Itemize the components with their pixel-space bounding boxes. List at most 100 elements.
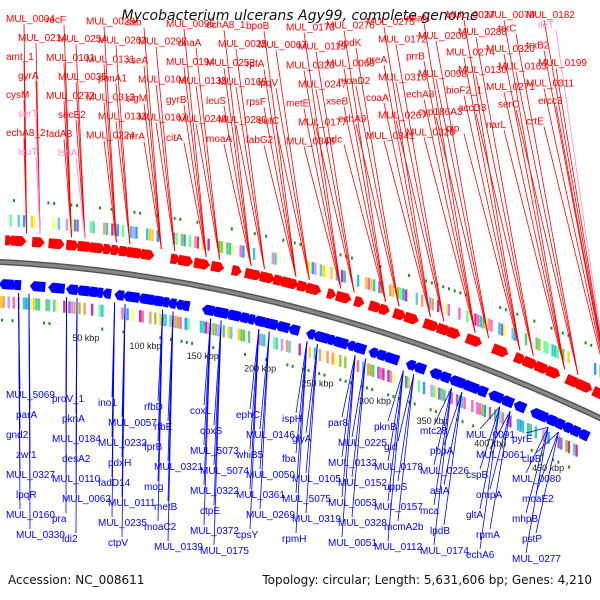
cog-feature — [440, 388, 443, 401]
gene-label: pknA — [62, 414, 85, 425]
scale-tick-label: 300 kbp — [359, 396, 391, 406]
label-connector — [155, 46, 176, 252]
forward-gene — [102, 243, 113, 255]
gene-label: echA8_2 — [6, 128, 46, 139]
cog-feature — [565, 439, 568, 452]
gene-label: ponA1 — [98, 73, 127, 84]
reverse-gene — [368, 347, 379, 359]
cog-feature — [455, 394, 459, 407]
reverse-gene — [374, 349, 387, 362]
cog-feature — [543, 340, 546, 353]
cog-feature — [105, 222, 109, 235]
gene-label: echA8_1 — [206, 20, 246, 31]
gene-label: MUL_0004 — [6, 14, 55, 25]
cog-feature — [388, 284, 392, 297]
reverse-gene — [488, 390, 505, 404]
label-connector — [183, 104, 207, 257]
cog-feature — [207, 322, 210, 335]
gene-label: MUL_0275 — [366, 17, 415, 28]
gene-label: MUL_0178 — [374, 462, 423, 473]
cog-feature — [227, 326, 230, 339]
cog-feature — [156, 229, 160, 242]
gene-label: MUL_0175 — [200, 546, 249, 557]
forward-gene — [10, 235, 27, 247]
cog-feature — [511, 327, 514, 340]
cog-feature — [572, 443, 576, 456]
orf-dot — [286, 363, 289, 367]
cog-feature — [217, 324, 220, 337]
cog-feature — [538, 338, 541, 351]
gene-label: pyrE — [512, 434, 533, 445]
cog-feature — [478, 403, 482, 416]
gene-label: MUL_0372 — [190, 526, 239, 537]
cog-feature — [209, 322, 213, 335]
gene-label: gnd2 — [6, 430, 29, 441]
forward-gene — [48, 238, 65, 250]
cog-feature — [370, 278, 373, 291]
gene-label: MUL_0130 — [458, 65, 507, 76]
cog-feature — [466, 310, 469, 323]
reverse-gene — [211, 306, 229, 319]
gene-label: MUL_0091 — [466, 430, 515, 441]
gene-label: fadD14 — [98, 478, 131, 489]
orf-dot — [434, 410, 437, 414]
cog-feature — [551, 344, 554, 357]
cog-feature — [274, 252, 277, 265]
gene-label: echA6 — [466, 550, 495, 561]
cog-feature — [207, 238, 210, 251]
cog-feature — [324, 265, 328, 278]
cog-feature — [252, 247, 256, 260]
gene-label: MUL_0226 — [420, 466, 469, 477]
orf-dot — [253, 232, 256, 236]
gene-label: ispH — [282, 414, 302, 425]
gene-label: coaA — [366, 93, 389, 104]
gene-label: MUL_5074 — [200, 466, 249, 477]
label-connector — [479, 406, 501, 550]
gene-label: mog — [144, 482, 163, 493]
orf-dot — [552, 458, 555, 462]
cog-feature — [164, 314, 167, 327]
reverse-gene — [413, 362, 428, 375]
label-connector — [143, 65, 162, 249]
label-connector — [303, 32, 342, 289]
orf-dot — [99, 206, 102, 210]
reverse-strand-track — [0, 279, 591, 442]
cog-feature — [311, 262, 314, 275]
orf-dot — [191, 341, 194, 345]
gene-label: gid — [384, 442, 397, 453]
cog-feature — [180, 233, 184, 246]
cog-feature — [567, 441, 571, 454]
cog-feature — [148, 228, 152, 241]
gene-label: cyp186A3 — [418, 107, 463, 118]
cog-feature — [344, 356, 347, 369]
label-connector — [355, 123, 400, 307]
gene-label: MUL_0182 — [526, 10, 575, 21]
scale-tick-label: 100 kbp — [129, 341, 161, 351]
gene-label: leuS — [206, 96, 226, 107]
reverse-gene — [513, 400, 528, 414]
gene-label: MUL_0272 — [46, 91, 95, 102]
label-connector — [479, 406, 501, 430]
orf-dot — [339, 253, 342, 257]
gene-label: ephC — [236, 410, 260, 421]
orf-dot — [293, 241, 296, 245]
orf-dot — [387, 393, 390, 397]
reverse-gene — [475, 385, 489, 398]
cog-feature — [22, 215, 26, 228]
label-connector — [303, 108, 342, 289]
label-connector — [463, 95, 521, 351]
cog-feature — [318, 349, 322, 362]
label-connector — [195, 47, 221, 260]
label-connector — [387, 370, 404, 422]
cog-feature — [501, 412, 504, 425]
gene-label: MUL_0247 — [298, 79, 347, 90]
gene-label: gltA — [466, 510, 484, 521]
label-connector — [203, 318, 212, 526]
label-connector — [183, 66, 207, 257]
gene-label: MUL_0119 — [298, 41, 347, 52]
cog-feature — [196, 236, 200, 249]
reverse-gene — [405, 359, 417, 371]
label-connector — [143, 103, 162, 249]
cog-feature — [321, 349, 324, 362]
gene-label: MUL_0328 — [338, 518, 387, 529]
